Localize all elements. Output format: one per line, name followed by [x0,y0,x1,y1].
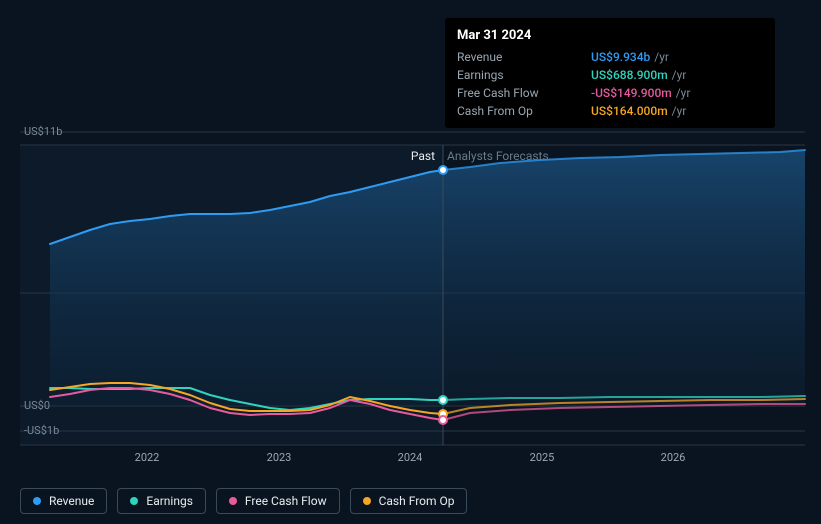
tooltip-suffix: /yr [672,66,687,84]
past-label: Past [411,149,435,163]
tooltip-date: Mar 31 2024 [457,26,763,46]
tooltip-metric-label: Revenue [457,48,587,66]
x-axis-label: 2024 [398,451,423,464]
tooltip-metric-value: -US$149.900m [591,84,672,102]
chart-tooltip: Mar 31 2024 RevenueUS$9.934b /yrEarnings… [445,18,775,128]
tooltip-metric-label: Cash From Op [457,102,587,120]
tooltip-suffix: /yr [672,102,687,120]
tooltip-row: RevenueUS$9.934b /yr [457,48,763,66]
legend-label: Free Cash Flow [245,494,327,508]
y-axis-label: -US$1b [24,424,59,437]
x-axis-label: 2025 [530,451,555,464]
legend-item-freeCashFlow[interactable]: Free Cash Flow [216,488,340,514]
x-axis-label: 2022 [135,451,160,464]
y-axis-label: US$11b [24,125,62,138]
legend-swatch-icon [130,497,138,505]
legend-swatch-icon [363,497,371,505]
tooltip-row: EarningsUS$688.900m /yr [457,66,763,84]
tooltip-metric-value: US$164.000m [591,102,668,120]
legend-label: Revenue [49,494,94,508]
x-axis-label: 2023 [267,451,292,464]
tooltip-row: Free Cash Flow-US$149.900m /yr [457,84,763,102]
tooltip-metric-label: Earnings [457,66,587,84]
legend-label: Cash From Op [379,494,455,508]
legend-item-cashFromOp[interactable]: Cash From Op [350,488,468,514]
chart-legend: Revenue Earnings Free Cash Flow Cash From O… [20,488,467,514]
y-axis-label: US$0 [24,399,50,412]
legend-swatch-icon [33,497,41,505]
x-axis-label: 2026 [661,451,686,464]
forecast-label: Analysts Forecasts [447,149,549,163]
legend-swatch-icon [229,497,237,505]
tooltip-metric-value: US$688.900m [591,66,668,84]
legend-item-revenue[interactable]: Revenue [20,488,107,514]
tooltip-metric-value: US$9.934b [591,48,650,66]
legend-item-earnings[interactable]: Earnings [117,488,206,514]
legend-label: Earnings [146,494,193,508]
tooltip-metric-label: Free Cash Flow [457,84,587,102]
tooltip-suffix: /yr [676,84,691,102]
financial-chart: Mar 31 2024 RevenueUS$9.934b /yrEarnings… [0,0,821,524]
tooltip-suffix: /yr [654,48,669,66]
tooltip-row: Cash From OpUS$164.000m /yr [457,102,763,120]
